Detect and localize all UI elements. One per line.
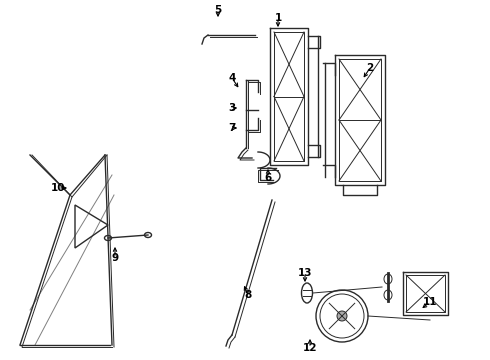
Text: 9: 9 bbox=[111, 253, 119, 263]
Text: 7: 7 bbox=[228, 123, 236, 133]
Text: 13: 13 bbox=[298, 268, 312, 278]
Text: 2: 2 bbox=[367, 63, 373, 73]
Text: 12: 12 bbox=[303, 343, 317, 353]
Circle shape bbox=[337, 311, 347, 321]
Text: 3: 3 bbox=[228, 103, 236, 113]
Text: 6: 6 bbox=[265, 173, 271, 183]
Text: 5: 5 bbox=[215, 5, 221, 15]
Text: 10: 10 bbox=[51, 183, 65, 193]
Text: 8: 8 bbox=[245, 290, 252, 300]
Text: 11: 11 bbox=[423, 297, 437, 307]
Text: 4: 4 bbox=[228, 73, 236, 83]
Text: 1: 1 bbox=[274, 13, 282, 23]
